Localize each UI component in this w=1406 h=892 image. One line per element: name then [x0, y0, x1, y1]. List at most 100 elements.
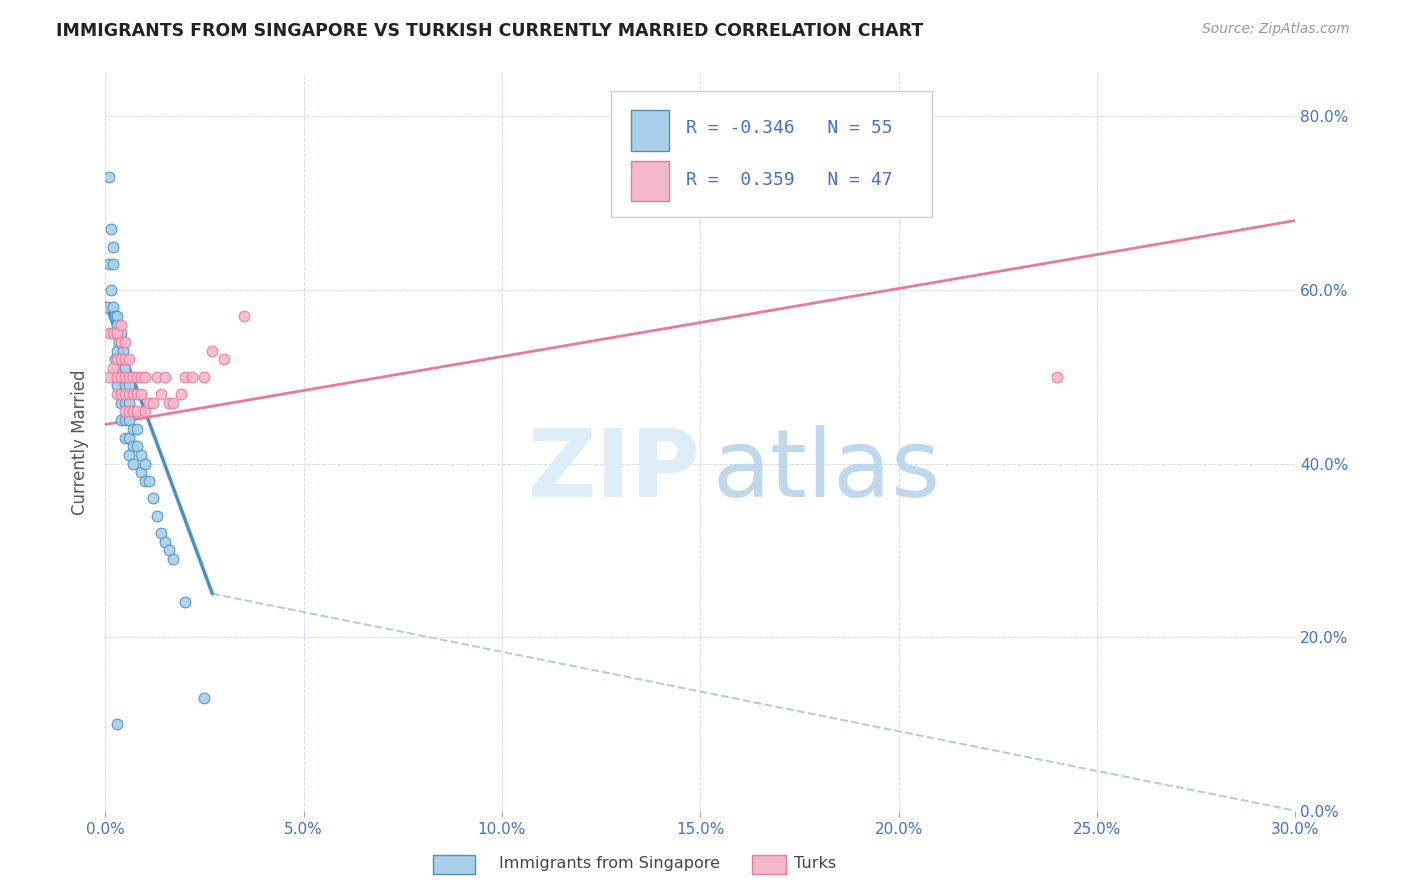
Point — [101, 326, 124, 341]
Point — [101, 301, 124, 315]
Text: R =  0.359   N = 47: R = 0.359 N = 47 — [686, 171, 893, 189]
Point — [114, 352, 136, 367]
Point — [110, 352, 132, 367]
Point — [105, 369, 128, 384]
Point — [101, 257, 124, 271]
Point — [98, 257, 121, 271]
Text: ZIP: ZIP — [527, 425, 700, 517]
Point — [96, 301, 118, 315]
Point — [105, 717, 128, 731]
Point — [157, 396, 180, 410]
Point — [134, 457, 156, 471]
Point — [118, 369, 141, 384]
Point — [110, 387, 132, 401]
Point — [110, 318, 132, 332]
Point — [101, 239, 124, 253]
Point — [212, 352, 235, 367]
Point — [146, 508, 169, 523]
Text: Immigrants from Singapore: Immigrants from Singapore — [499, 856, 720, 871]
Point — [100, 222, 122, 236]
Point — [122, 404, 145, 418]
Point — [114, 334, 136, 349]
Point — [153, 534, 176, 549]
Point — [118, 396, 141, 410]
Point — [114, 396, 136, 410]
Point — [173, 369, 195, 384]
Point — [233, 309, 256, 323]
Point — [142, 396, 165, 410]
Point — [114, 413, 136, 427]
Point — [101, 326, 124, 341]
Point — [105, 387, 128, 401]
Point — [101, 361, 124, 376]
Point — [173, 595, 195, 609]
Point — [193, 369, 215, 384]
Point — [114, 430, 136, 444]
Point — [108, 334, 131, 349]
Point — [122, 369, 145, 384]
Point — [193, 690, 215, 705]
Point — [110, 387, 132, 401]
Point — [110, 334, 132, 349]
Point — [134, 404, 156, 418]
Point — [114, 387, 136, 401]
Point — [181, 369, 204, 384]
Point — [118, 352, 141, 367]
Point — [118, 387, 141, 401]
Point — [134, 474, 156, 488]
Point — [114, 369, 136, 384]
Point — [110, 326, 132, 341]
Point — [157, 543, 180, 558]
Point — [118, 404, 141, 418]
Point — [122, 422, 145, 436]
Point — [201, 343, 224, 358]
Point — [105, 326, 128, 341]
Text: Turks: Turks — [794, 856, 837, 871]
Point — [118, 413, 141, 427]
Y-axis label: Currently Married: Currently Married — [72, 369, 89, 515]
Text: Source: ZipAtlas.com: Source: ZipAtlas.com — [1202, 22, 1350, 37]
Point — [149, 526, 172, 541]
Point — [105, 309, 128, 323]
Point — [122, 387, 145, 401]
Point — [129, 465, 152, 479]
Point — [118, 448, 141, 462]
Point — [118, 430, 141, 444]
Point — [162, 396, 184, 410]
Text: atlas: atlas — [713, 425, 941, 517]
Point — [129, 448, 152, 462]
Point — [114, 361, 136, 376]
Point — [98, 369, 121, 384]
Point — [105, 378, 128, 392]
Point — [149, 387, 172, 401]
Point — [105, 343, 128, 358]
Point — [105, 361, 128, 376]
Point — [100, 283, 122, 297]
Point — [138, 474, 160, 488]
Point — [125, 404, 148, 418]
Point — [169, 387, 191, 401]
Point — [110, 352, 132, 367]
Point — [138, 396, 160, 410]
Point — [105, 352, 128, 367]
Point — [110, 369, 132, 384]
Point — [162, 552, 184, 566]
Point — [1046, 369, 1069, 384]
Point — [114, 404, 136, 418]
Point — [118, 378, 141, 392]
Text: R = -0.346   N = 55: R = -0.346 N = 55 — [686, 120, 893, 137]
Point — [110, 413, 132, 427]
Point — [125, 387, 148, 401]
Point — [129, 369, 152, 384]
Point — [105, 318, 128, 332]
Point — [125, 422, 148, 436]
Point — [122, 404, 145, 418]
Point — [104, 352, 127, 367]
Point — [122, 439, 145, 453]
Point — [125, 439, 148, 453]
Point — [98, 170, 121, 185]
FancyBboxPatch shape — [612, 91, 932, 217]
Point — [142, 491, 165, 506]
Point — [153, 369, 176, 384]
Bar — [631, 110, 669, 151]
